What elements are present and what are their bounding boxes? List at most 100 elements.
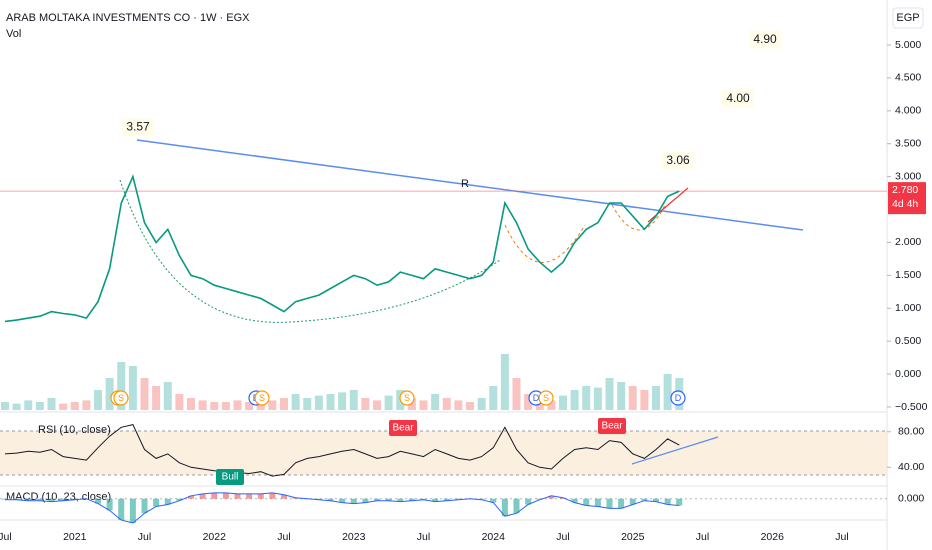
- macd-hist: [71, 498, 78, 500]
- event-marker-label: D: [675, 393, 682, 403]
- y-tick-label: 1.000: [895, 302, 921, 314]
- macd-hist: [374, 498, 380, 501]
- y-tick-label: 4.500: [895, 72, 921, 84]
- volume-bar: [314, 395, 323, 410]
- volume-bar: [291, 394, 300, 410]
- signal: Bull: [222, 472, 239, 483]
- macd-hist: [25, 498, 32, 501]
- macd-label: MACD (10, 23, close): [6, 491, 111, 503]
- macd-hist: [188, 495, 194, 499]
- macd-hist: [641, 498, 648, 501]
- volume-bar: [640, 390, 649, 410]
- event-marker-label: D: [533, 393, 540, 403]
- macd-hist: [199, 493, 206, 499]
- volume-bar: [256, 403, 265, 410]
- macd-hist: [292, 497, 299, 499]
- x-tick-label: 2023: [342, 531, 366, 543]
- macd-hist: [13, 498, 20, 500]
- rsi-line: [4, 424, 680, 477]
- volume-bar: [559, 395, 567, 410]
- macd-hist: [583, 498, 590, 506]
- volume-bar: [524, 394, 533, 410]
- event-marker-label: S: [118, 393, 124, 403]
- annotation-box: [122, 118, 154, 137]
- event-marker-label: S: [543, 393, 549, 403]
- y-tick-label: −0.500: [895, 401, 928, 413]
- y-tick-label: 3.000: [895, 170, 921, 182]
- volume-bar: [128, 366, 137, 410]
- macd-hist: [525, 498, 532, 505]
- macd-hist: [408, 498, 415, 501]
- currency[interactable]: EGP: [896, 12, 919, 24]
- x-tick-label: Jul: [835, 531, 848, 543]
- resistance-line: [136, 139, 804, 231]
- annotation: 4.00: [726, 91, 750, 105]
- macd-hist: [141, 498, 148, 514]
- macd-hist: [478, 498, 485, 500]
- annotation: 3.06: [666, 153, 690, 167]
- volume-bar: [268, 400, 277, 410]
- macd-hist: [246, 493, 253, 499]
- event-marker: [538, 390, 554, 406]
- macd-hist: [106, 498, 113, 511]
- macd-hist: [118, 498, 125, 521]
- volume-bar: [570, 390, 579, 410]
- x-tick-label: Jul: [0, 531, 12, 543]
- macd-hist: [443, 498, 450, 501]
- volume-bar: [233, 400, 242, 410]
- volume-bar: [326, 394, 335, 410]
- x-tick-label: Jul: [417, 531, 430, 543]
- macd-hist: [397, 498, 404, 502]
- signal: Bear: [601, 421, 623, 432]
- y-tick-label: 0.500: [895, 335, 921, 347]
- rsi-trend: [631, 436, 719, 465]
- volume-bar: [500, 354, 509, 410]
- volume-bar: [582, 386, 591, 410]
- annotation: 3.57: [126, 119, 150, 133]
- macd-hist: [327, 498, 334, 501]
- macd-hist: [164, 498, 171, 505]
- currency-box[interactable]: [892, 7, 924, 29]
- y-tick-label: 3.500: [895, 138, 921, 150]
- macd-hist: [629, 498, 636, 505]
- volume-bar: [663, 374, 672, 410]
- macd-hist: [571, 498, 578, 503]
- macd-hist: [339, 498, 346, 503]
- annotation: 4.90: [753, 32, 777, 46]
- macd-hist: [269, 492, 276, 499]
- volume-bar: [477, 398, 486, 410]
- macd-hist: [362, 498, 369, 503]
- volume-bar: [628, 386, 637, 410]
- volume-bar: [198, 400, 207, 410]
- price-line: [4, 174, 680, 323]
- volume-bar: [175, 394, 184, 410]
- x-tick-label: 2022: [203, 531, 227, 543]
- macd-hist: [653, 498, 659, 502]
- macd-hist: [36, 498, 43, 501]
- x-tick-label: 2026: [761, 531, 785, 543]
- macd-hist: [664, 498, 671, 505]
- support-line: [647, 187, 689, 223]
- x-tick-label: Jul: [277, 531, 290, 543]
- last-price-box: [888, 182, 926, 215]
- annotation-box: [722, 89, 754, 108]
- y-tick-label: 2.000: [895, 236, 921, 248]
- volume-bar: [221, 402, 230, 410]
- macd-hist: [350, 498, 357, 504]
- y-tick-label: 5.000: [895, 39, 921, 51]
- volume-bar: [593, 387, 602, 410]
- annotation-box: [662, 151, 694, 170]
- macd-hist: [129, 498, 136, 523]
- macd-hist: [490, 498, 497, 503]
- last-price-label: 2.780: [892, 184, 918, 196]
- macd-hist: [513, 498, 520, 514]
- rsi-tick-label: 80.00: [898, 426, 924, 438]
- volume-bar: [280, 398, 288, 410]
- macd-hist: [594, 498, 601, 507]
- volume-bar: [431, 394, 440, 410]
- macd-hist: [257, 493, 264, 499]
- x-tick-label: 2024: [482, 531, 506, 543]
- volume-bar: [187, 398, 195, 410]
- volume-bar: [489, 386, 498, 410]
